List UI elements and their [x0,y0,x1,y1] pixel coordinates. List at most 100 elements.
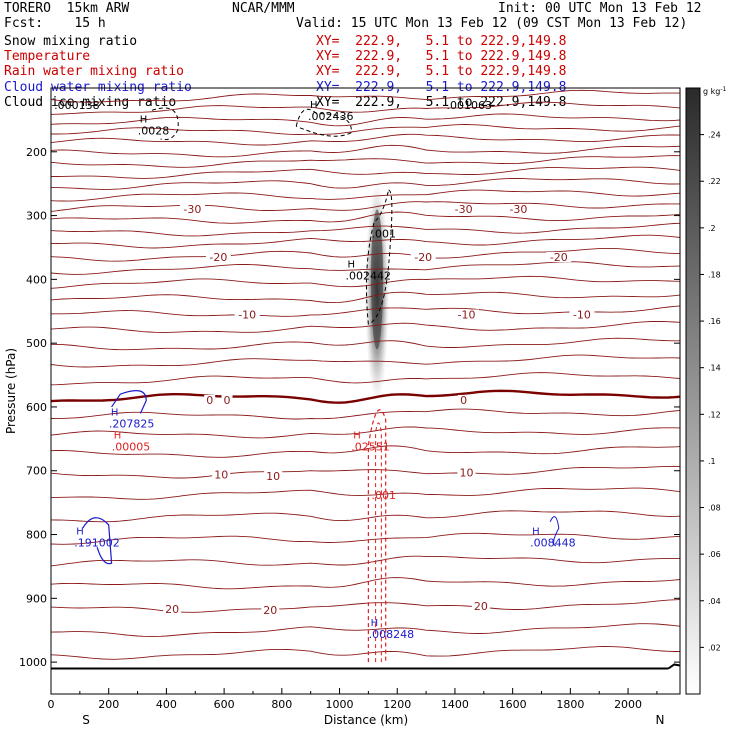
extremum-value: .0028 [138,124,170,137]
colorbar-tick-label: .22 [708,177,721,186]
organization-label: NCAR/MMM [232,1,295,16]
x-tick-label: 400 [156,698,177,711]
isotherm-line [51,211,680,224]
isotherm-label-bg [569,309,595,320]
isotherm-line [51,487,680,500]
isotherm-line [51,201,680,212]
temperature-contours [51,89,680,670]
isotherm-label-bg [457,467,476,478]
extremum-mark: H [76,526,84,537]
x-tick-label: 1600 [499,698,527,711]
isotherm-label: 0 [206,394,213,407]
x-axis-label: Distance (km) [324,713,408,727]
isotherm-label-bg [458,394,470,405]
isotherm-label: -10 [573,308,591,321]
init-time: Init: 00 UTC Mon 13 Feb 12 [498,1,702,16]
x-tick-label: 2000 [614,698,642,711]
snow-shading [365,182,390,403]
extremum-value: .001 [371,489,396,502]
isotherm-line [51,155,680,168]
isotherm-label: 10 [214,469,228,482]
extremum-value: .001 [371,228,396,241]
isotherm-line [51,372,680,386]
isotherm-line [51,577,680,590]
y-axis-label: Pressure (hPa) [4,348,18,434]
cloud-water-contour [549,516,560,547]
isotherm-line [51,291,680,304]
isotherm-line [51,178,680,190]
isotherm-line [51,408,680,420]
isotherm-line [51,623,680,637]
isotherm-line [51,510,680,523]
x-tick-label: 1400 [441,698,469,711]
isotherm-line [51,113,680,127]
isotherm-line [51,247,680,262]
isotherm-line [51,337,680,351]
isotherm-label: -20 [209,251,227,264]
surface-line-end [667,663,680,670]
isotherm-label: -30 [509,203,527,216]
isotherm-line [51,465,680,479]
isotherm-label: 10 [459,467,473,480]
y-tick-label: 500 [26,337,47,350]
isotherm-line [51,189,680,202]
isotherm-label-bg [179,204,205,215]
isotherm-label-bg [471,600,490,611]
isotherm-label: 20 [474,600,488,613]
y-tick-label: 1000 [19,656,47,669]
isotherm-line [51,426,680,439]
colorbar-tick-label: .16 [708,317,721,326]
isotherm-line [51,166,680,179]
isotherm-line [51,261,680,275]
rain-contour [367,409,387,663]
y-tick-label: 600 [26,401,47,414]
isotherm-line [51,354,680,368]
cloud-ice-blob [151,107,179,141]
isotherm-label: 0 [224,394,231,407]
extremum-value: .00005 [112,441,151,454]
extremum-mark: H [371,618,379,629]
isotherm-line [51,275,680,289]
field-legend-snow: Snow mixing ratio [4,34,138,49]
isotherm-label-bg [205,252,231,263]
isotherm-label: 10 [266,470,280,483]
x-tick-label: 800 [271,698,292,711]
isotherm-label-bg [410,252,436,263]
isotherm-label: -10 [458,308,476,321]
isotherm-label-bg [212,469,231,480]
snow-mixing-ratio-core [371,209,384,350]
isotherm-line [51,133,680,146]
y-tick-label: 400 [26,273,47,286]
isotherm-label: -20 [550,251,568,264]
run-title: TORERO 15km ARW [4,1,130,16]
cloud-water-contour [82,517,113,565]
isotherm-line [51,101,680,115]
isotherm-line [51,555,680,567]
colorbar-tick-label: .2 [708,224,716,233]
xy-range-snow: XY= 222.9, 5.1 to 222.9,149.8 [316,34,567,49]
y-tick-label: 900 [26,592,47,605]
extremum-value: .008448 [530,536,576,549]
colorbar-tick-label: .24 [708,131,721,140]
isotherm-label: -10 [238,308,256,321]
extremum-mark: H [114,431,122,442]
isotherm-label: -30 [455,203,473,216]
field-legend-rain: Rain water mixing ratio [4,64,185,79]
extremum-mark: H [111,408,119,419]
isotherm-label: 0 [460,394,467,407]
x-tick-label: 600 [214,698,235,711]
x-tick-label: 0 [48,698,55,711]
extremum-value: .000138 [54,99,99,112]
extremum-value: .002436 [308,110,354,123]
colorbar [685,87,701,695]
isotherm-line [51,124,680,135]
hydrometeor-contours [82,107,560,663]
isotherm-label-bg [234,309,260,320]
isotherm-label-bg [163,604,182,615]
extremum-value: .002442 [346,270,392,283]
x-tick-label: 1200 [383,698,411,711]
cloud-water-contour [111,390,147,414]
extremum-mark: H [310,100,318,111]
xy-range-temperature: XY= 222.9, 5.1 to 222.9,149.8 [316,49,567,64]
